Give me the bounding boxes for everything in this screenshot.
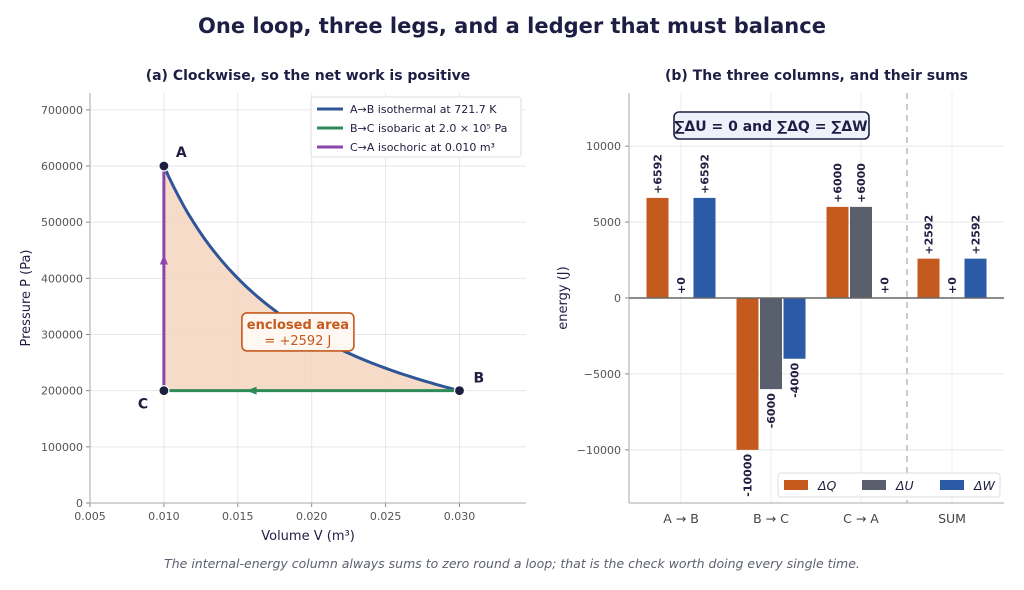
bar-value-label: +2592: [923, 215, 936, 255]
equation-text: ∑ΔU = 0 and ∑ΔQ = ∑ΔW: [674, 119, 867, 135]
enclosed-area-fill: [163, 166, 460, 391]
bar: [964, 258, 987, 298]
bar-value-label: +6000: [855, 163, 868, 203]
y-tick-label: 400000: [41, 272, 83, 285]
right-legend-swatch: [940, 480, 964, 490]
x-category-label: A → B: [663, 511, 699, 526]
bar: [917, 258, 940, 298]
enclosed-area-annotation-box: [241, 312, 355, 352]
left-legend-entry: B→C isobaric at 2.0 × 10⁵ Pa: [350, 122, 507, 135]
figure-title: One loop, three legs, and a ledger that …: [198, 14, 826, 38]
left-legend-entry: A→B isothermal at 721.7 K: [350, 103, 497, 116]
bar-value-label: -6000: [765, 393, 778, 429]
state-label-C: C: [138, 397, 148, 413]
x-axis-label: Volume V (m³): [261, 529, 355, 544]
enclosed-area-annotation-line1: enclosed area: [247, 318, 349, 333]
bar: [736, 298, 759, 450]
bar: [646, 197, 669, 298]
right-legend-swatch: [862, 480, 886, 490]
right-legend-entry: ΔW: [973, 478, 996, 493]
bar-value-label: +6000: [832, 163, 845, 203]
x-tick-label: 0.030: [444, 510, 476, 523]
y-tick-label: 700000: [41, 104, 83, 117]
x-tick-label: 0.020: [296, 510, 328, 523]
right-legend-frame: [777, 472, 1001, 498]
y-axis-label: energy (J): [556, 266, 571, 329]
footnote: The internal-energy column always sums t…: [164, 556, 860, 571]
x-category-label: C → A: [843, 511, 879, 526]
left-legend-frame: [310, 96, 522, 158]
bar-value-label: +2592: [970, 215, 983, 255]
y-tick-label: 500000: [41, 216, 83, 229]
x-category-label: SUM: [938, 511, 966, 526]
left-legend: A→B isothermal at 721.7 K B→C isobaric at…: [310, 96, 522, 158]
bar-value-label: +0: [879, 277, 892, 294]
y-tick-label: 5000: [593, 216, 621, 229]
bar-value-label: -4000: [789, 362, 802, 398]
bar-value-label: +0: [675, 277, 688, 294]
y-tick-label: 10000: [586, 140, 621, 153]
bar-value-label: +6592: [699, 154, 712, 194]
y-tick-label: 200000: [41, 385, 83, 398]
state-label-B: B: [473, 371, 484, 387]
right-legend: ΔQ ΔU ΔW: [777, 472, 1001, 498]
equation-box: [673, 111, 870, 140]
bar-value-label: -10000: [742, 454, 755, 497]
state-point-C: [158, 385, 170, 397]
y-tick-label: 0: [76, 497, 83, 510]
enclosed-area-annotation-line2: = +2592 J: [264, 334, 331, 349]
right-legend-entry: ΔU: [895, 478, 914, 493]
x-category-label: B → C: [753, 511, 789, 526]
x-tick-label: 0.005: [74, 510, 106, 523]
direction-arrow-CA: [159, 254, 168, 265]
y-tick-label: −5000: [584, 368, 621, 381]
right-legend-entry: ΔQ: [817, 478, 837, 493]
left-legend-entry: C→A isochoric at 0.010 m³: [350, 141, 495, 154]
y-tick-label: 600000: [41, 160, 83, 173]
bar-value-label: +0: [946, 277, 959, 294]
direction-arrow-BC: [246, 386, 257, 395]
y-tick-label: 300000: [41, 329, 83, 342]
y-tick-label: 100000: [41, 441, 83, 454]
x-tick-label: 0.025: [370, 510, 402, 523]
left-panel-title: (a) Clockwise, so the net work is positi…: [145, 68, 471, 84]
y-tick-label: −10000: [577, 444, 621, 457]
state-point-A: [158, 160, 170, 172]
bar: [826, 206, 849, 298]
y-axis-label: Pressure P (Pa): [19, 250, 34, 347]
bar: [693, 197, 716, 298]
right-panel-title: (b) The three columns, and their sums: [664, 68, 969, 84]
bar: [783, 298, 806, 359]
bar-value-label: +6592: [652, 154, 665, 194]
right-legend-swatch: [784, 480, 808, 490]
bar: [760, 298, 782, 390]
x-tick-label: 0.015: [222, 510, 254, 523]
state-label-A: A: [176, 145, 187, 161]
y-tick-label: 0: [614, 292, 621, 305]
bar: [850, 206, 872, 298]
x-tick-label: 0.010: [148, 510, 180, 523]
state-point-B: [453, 385, 466, 397]
